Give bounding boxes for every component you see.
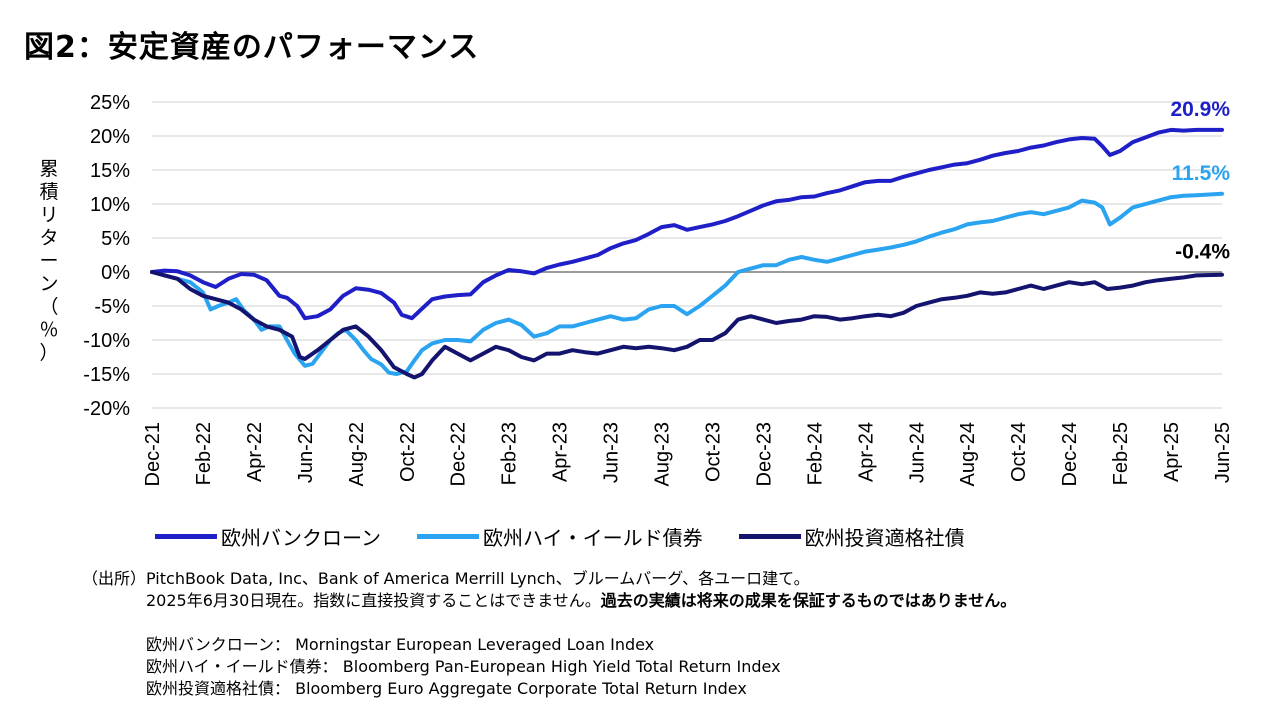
date-text: 2025年6月30日現在。指数に直接投資することはできません。 [146, 591, 601, 610]
end-label: 11.5% [1172, 162, 1231, 185]
y-tick-label: -20% [83, 398, 130, 420]
legend-swatch-investment-grade [738, 534, 801, 539]
y-axis-label-char: 累 [39, 158, 59, 180]
x-tick-label: Jun-24 [906, 422, 928, 483]
legend-label-high-yield: 欧州ハイ・イールド債券 [483, 526, 703, 550]
source-label: （出所） [82, 569, 147, 588]
index-line-high-yield: 欧州ハイ・イールド債券： Bloomberg Pan-European High… [146, 657, 781, 676]
y-axis-label-char: ー [39, 250, 59, 272]
end-labels: 20.9% 11.5% -0.4% [1170, 98, 1230, 264]
legend-label-investment-grade: 欧州投資適格社債 [804, 526, 965, 550]
x-tick-label: Jun-23 [601, 422, 623, 483]
end-label: 20.9% [1170, 98, 1230, 121]
y-tick-label: 15% [90, 160, 130, 182]
legend-item-investment-grade: 欧州投資適格社債 [738, 522, 965, 551]
y-axis-label-char: リ [39, 204, 59, 226]
x-tick-label: Aug-24 [957, 422, 979, 487]
x-tick-label: Feb-23 [499, 422, 521, 485]
y-axis-label-char: 積 [39, 181, 59, 203]
x-tick-label: Feb-24 [804, 422, 826, 485]
x-tick-label: Oct-23 [702, 422, 724, 482]
x-tick-label: Apr-25 [1161, 422, 1183, 482]
footnotes: （出所） PitchBook Data, Inc、Bank of America… [82, 568, 1016, 700]
y-axis-label: 累積リターン（％） [34, 158, 64, 365]
x-tick-label: Apr-24 [855, 422, 877, 482]
y-axis-label-char: （ [39, 296, 59, 318]
x-tick-label: Aug-23 [652, 422, 674, 487]
y-tick-label: 0% [101, 262, 130, 284]
x-tick-label: Dec-21 [142, 422, 164, 486]
x-tick-label: Apr-22 [244, 422, 266, 482]
x-tick-labels: Dec-21 Feb-22 Apr-22 Jun-22 Aug-22 Oct-22 Dec-… [142, 422, 1234, 487]
series-line [150, 270, 1224, 380]
index-line-bank-loan: 欧州バンクローン： Morningstar European Leveraged… [146, 635, 655, 654]
series-line [150, 127, 1224, 321]
x-tick-label: Dec-24 [1059, 422, 1081, 486]
series-lines [150, 127, 1224, 380]
x-tick-label: Jun-25 [1212, 422, 1234, 483]
legend-item-high-yield: 欧州ハイ・イールド債券 [417, 522, 703, 551]
y-axis-label-char: ％ [39, 319, 59, 341]
y-axis-label-char: ン [39, 273, 59, 295]
x-tick-label: Jun-22 [295, 422, 317, 483]
chart-title: 図2：安定資産のパフォーマンス [24, 30, 480, 65]
index-line-investment-grade: 欧州投資適格社債： Bloomberg Euro Aggregate Corpo… [146, 679, 747, 698]
line-chart: 25% 20% 15% 10% 5% 0% -5% -10% -15% -20% Dec-21 Fe… [83, 92, 1234, 487]
legend-swatch-bank-loan [155, 534, 217, 539]
legend: 欧州バンクローン 欧州ハイ・イールド債券 欧州投資適格社債 [155, 522, 1001, 551]
warning-text: 過去の実績は将来の成果を保証するものではありません。 [600, 591, 1017, 610]
y-tick-label: 5% [101, 228, 130, 250]
y-axis-label-char: タ [39, 227, 59, 249]
x-tick-label: Aug-22 [346, 422, 368, 487]
x-tick-label: Apr-23 [550, 422, 572, 482]
legend-swatch-high-yield [417, 534, 479, 539]
end-label: -0.4% [1175, 241, 1230, 264]
y-axis-label-char: ） [39, 342, 59, 364]
y-tick-label: -15% [83, 364, 130, 386]
x-tick-label: Oct-24 [1008, 422, 1030, 482]
y-tick-label: 20% [90, 126, 130, 148]
y-tick-label: 10% [90, 194, 130, 216]
x-tick-label: Feb-25 [1110, 422, 1132, 485]
legend-item-bank-loan: 欧州バンクローン [155, 522, 381, 551]
series-line [150, 191, 1224, 376]
y-tick-labels: 25% 20% 15% 10% 5% 0% -5% -10% -15% -20% [83, 92, 130, 420]
y-tick-label: 25% [90, 92, 130, 114]
y-tick-label: -5% [94, 296, 130, 318]
y-tick-label: -10% [83, 330, 130, 352]
x-tick-label: Dec-23 [753, 422, 775, 486]
x-tick-label: Oct-22 [397, 422, 419, 482]
legend-label-bank-loan: 欧州バンクローン [221, 526, 381, 550]
source-text: PitchBook Data, Inc、Bank of America Merr… [146, 569, 810, 588]
gridlines [152, 101, 1222, 409]
x-tick-label: Dec-22 [448, 422, 470, 486]
x-tick-label: Feb-22 [193, 422, 215, 485]
